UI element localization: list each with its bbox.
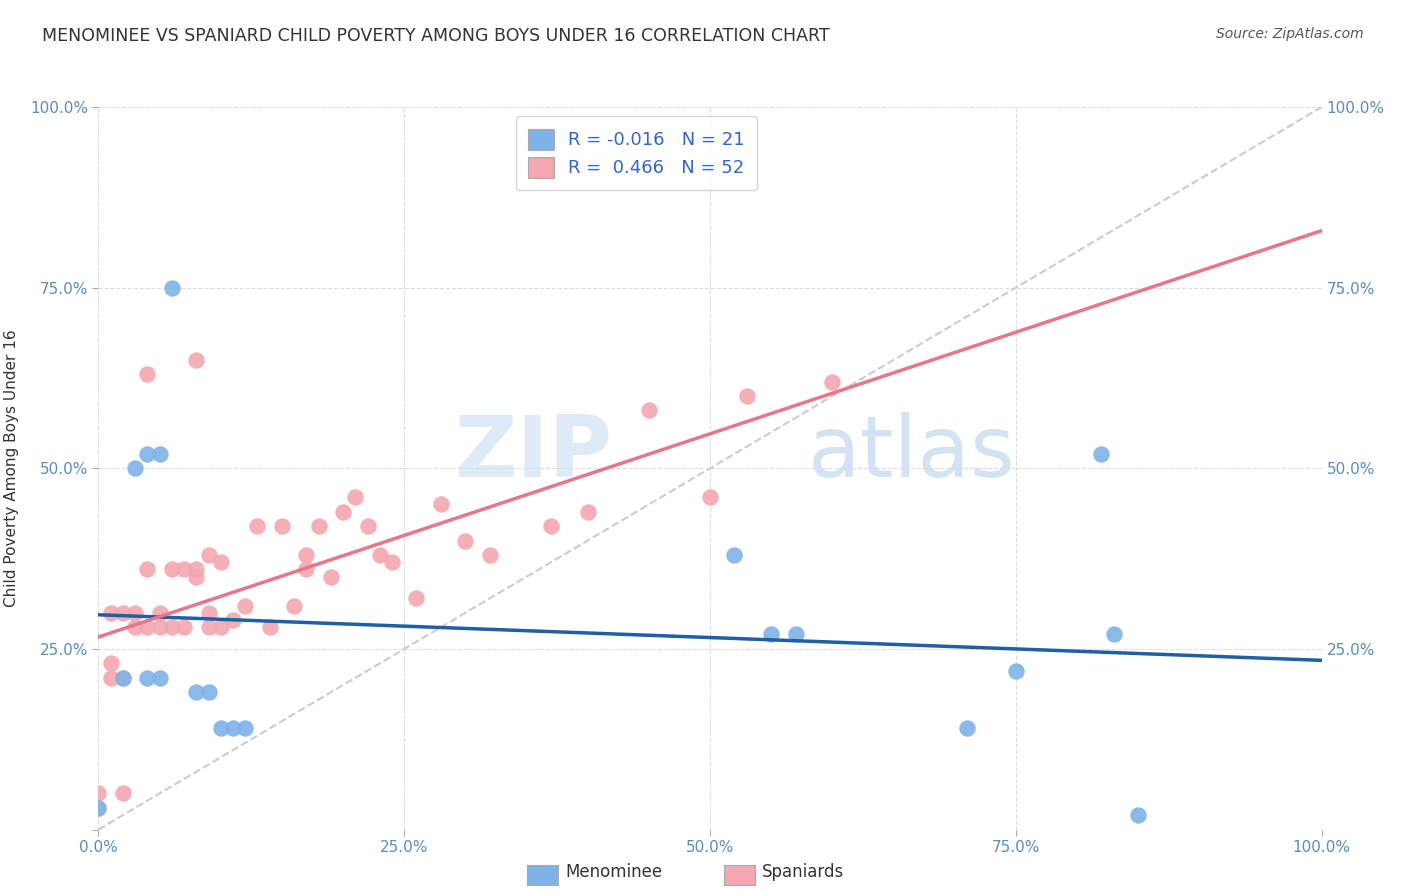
Point — [270, 519, 294, 533]
Point — [540, 519, 562, 533]
Point — [478, 548, 501, 562]
Point — [283, 599, 305, 613]
Y-axis label: Child Poverty Among Boys Under 16: Child Poverty Among Boys Under 16 — [4, 329, 18, 607]
Point — [1102, 627, 1125, 641]
Point — [149, 447, 172, 461]
Text: Spaniards: Spaniards — [762, 863, 844, 881]
Point — [149, 620, 172, 634]
Point — [735, 389, 758, 403]
Point — [319, 570, 342, 584]
Point — [197, 606, 219, 620]
Point — [1090, 447, 1112, 461]
Point — [136, 671, 159, 685]
Point — [209, 722, 232, 736]
Point — [222, 613, 245, 627]
Point — [1128, 808, 1150, 822]
Point — [405, 591, 427, 606]
Point — [100, 657, 122, 671]
Point — [209, 555, 232, 569]
Point — [454, 533, 477, 548]
Point — [136, 620, 159, 634]
Point — [821, 375, 844, 389]
Point — [173, 562, 195, 576]
Point — [576, 505, 599, 519]
Point — [246, 519, 269, 533]
Point — [295, 548, 318, 562]
Point — [136, 447, 159, 461]
Point — [111, 671, 134, 685]
Point — [356, 519, 378, 533]
Text: atlas: atlas — [808, 412, 1017, 495]
Point — [259, 620, 281, 634]
Point — [111, 787, 134, 801]
Point — [197, 548, 219, 562]
Point — [956, 722, 979, 736]
Point — [368, 548, 391, 562]
Point — [160, 562, 183, 576]
Point — [637, 403, 661, 417]
Point — [160, 280, 183, 294]
Point — [699, 490, 721, 504]
Text: Menominee: Menominee — [565, 863, 662, 881]
Point — [381, 555, 404, 569]
Point — [209, 620, 232, 634]
Point — [344, 490, 367, 504]
Point — [124, 620, 146, 634]
Point — [136, 562, 159, 576]
Point — [430, 498, 453, 512]
Point — [149, 606, 172, 620]
Point — [136, 368, 159, 382]
Point — [87, 801, 110, 815]
Point — [186, 685, 208, 699]
Point — [233, 722, 256, 736]
Point — [295, 562, 318, 576]
Point — [87, 801, 110, 815]
Point — [197, 620, 219, 634]
Point — [111, 671, 134, 685]
Point — [723, 548, 745, 562]
Point — [100, 606, 122, 620]
Point — [186, 570, 208, 584]
Point — [197, 685, 219, 699]
Point — [308, 519, 330, 533]
Point — [761, 627, 783, 641]
Point — [186, 352, 208, 367]
Point — [332, 505, 354, 519]
Point — [160, 620, 183, 634]
Text: ZIP: ZIP — [454, 412, 612, 495]
Text: MENOMINEE VS SPANIARD CHILD POVERTY AMONG BOYS UNDER 16 CORRELATION CHART: MENOMINEE VS SPANIARD CHILD POVERTY AMON… — [42, 27, 830, 45]
Point — [111, 606, 134, 620]
Legend: R = -0.016   N = 21, R =  0.466   N = 52: R = -0.016 N = 21, R = 0.466 N = 52 — [516, 116, 758, 190]
Point — [1004, 664, 1026, 678]
Point — [124, 461, 146, 475]
Point — [785, 627, 807, 641]
Text: Source: ZipAtlas.com: Source: ZipAtlas.com — [1216, 27, 1364, 41]
Point — [186, 562, 208, 576]
Point — [233, 599, 256, 613]
Point — [124, 606, 146, 620]
Point — [100, 671, 122, 685]
Point — [173, 620, 195, 634]
Point — [87, 787, 110, 801]
Point — [222, 722, 245, 736]
Point — [149, 671, 172, 685]
